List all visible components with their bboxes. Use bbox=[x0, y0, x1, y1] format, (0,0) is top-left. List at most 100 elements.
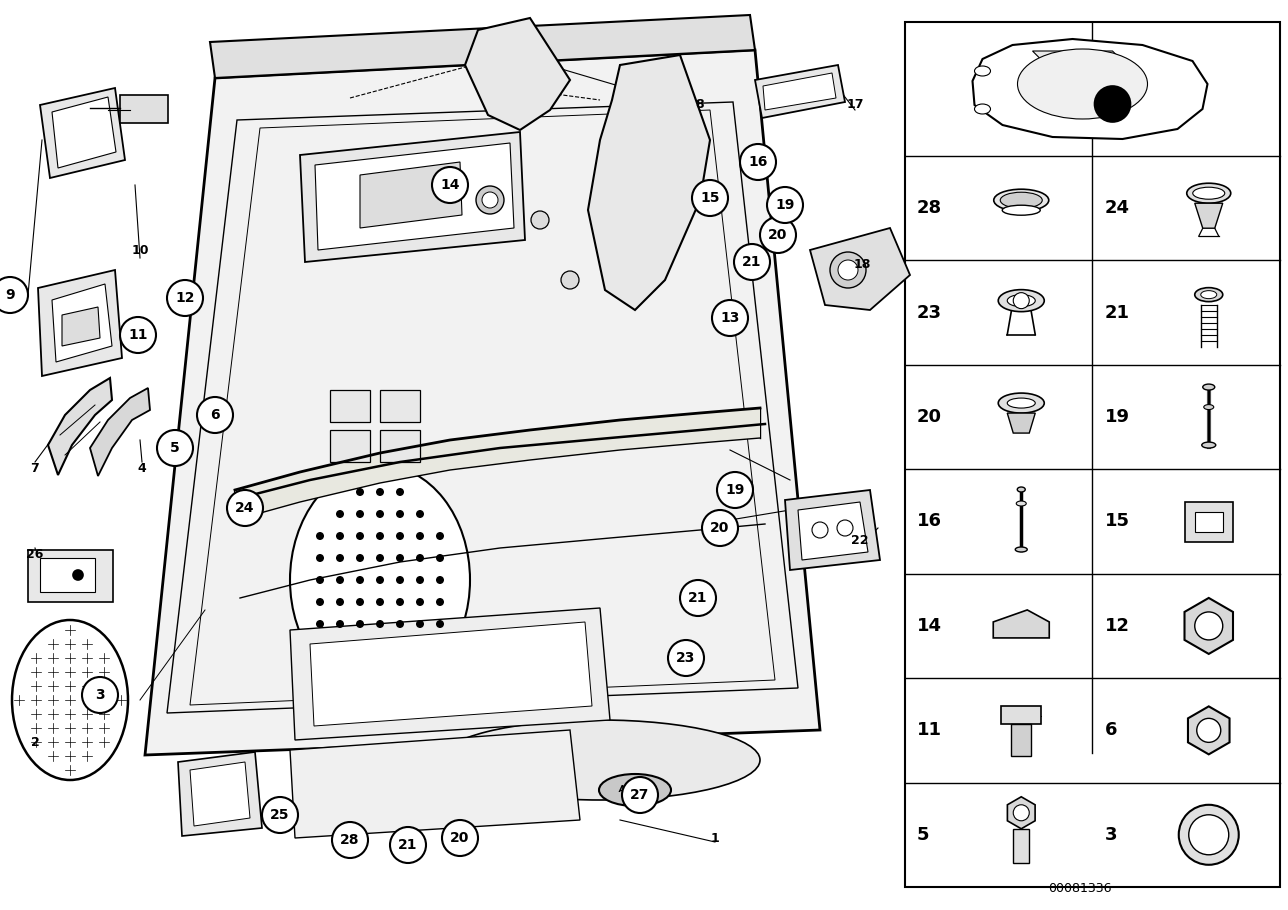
Text: 00081336: 00081336 bbox=[1048, 882, 1112, 895]
Circle shape bbox=[712, 300, 748, 336]
Text: 2: 2 bbox=[31, 735, 40, 749]
Text: 9: 9 bbox=[5, 288, 15, 302]
Polygon shape bbox=[146, 50, 820, 755]
Polygon shape bbox=[1188, 706, 1230, 754]
Text: 15: 15 bbox=[1105, 512, 1130, 531]
Polygon shape bbox=[310, 622, 592, 726]
Circle shape bbox=[1189, 814, 1229, 854]
Circle shape bbox=[316, 576, 325, 584]
Circle shape bbox=[1095, 86, 1131, 122]
Ellipse shape bbox=[1186, 183, 1231, 203]
Circle shape bbox=[167, 280, 204, 316]
Text: 23: 23 bbox=[917, 304, 942, 321]
Circle shape bbox=[197, 397, 233, 433]
Text: 24: 24 bbox=[1105, 199, 1130, 217]
Circle shape bbox=[336, 576, 344, 584]
Text: 3: 3 bbox=[95, 688, 104, 702]
Circle shape bbox=[395, 642, 404, 650]
Circle shape bbox=[316, 532, 325, 540]
Ellipse shape bbox=[975, 104, 990, 114]
Circle shape bbox=[336, 510, 344, 518]
Text: 12: 12 bbox=[1105, 617, 1130, 635]
Ellipse shape bbox=[1018, 49, 1148, 119]
Circle shape bbox=[261, 797, 298, 833]
Polygon shape bbox=[52, 284, 112, 362]
Polygon shape bbox=[1007, 413, 1036, 433]
Circle shape bbox=[355, 510, 365, 518]
Text: 24: 24 bbox=[236, 501, 255, 515]
Circle shape bbox=[395, 620, 404, 628]
Circle shape bbox=[376, 620, 384, 628]
Polygon shape bbox=[290, 730, 580, 838]
Ellipse shape bbox=[1007, 295, 1036, 307]
Text: 21: 21 bbox=[398, 838, 417, 852]
Ellipse shape bbox=[998, 393, 1045, 413]
Polygon shape bbox=[52, 97, 116, 168]
Circle shape bbox=[717, 472, 753, 508]
Bar bbox=[330, 430, 370, 462]
Text: 19: 19 bbox=[725, 483, 744, 497]
Polygon shape bbox=[90, 388, 149, 476]
Circle shape bbox=[376, 554, 384, 562]
Bar bbox=[1001, 706, 1041, 724]
Ellipse shape bbox=[12, 620, 128, 780]
Bar bbox=[1014, 829, 1029, 863]
Circle shape bbox=[437, 532, 444, 540]
Circle shape bbox=[355, 598, 365, 606]
Text: 13: 13 bbox=[720, 311, 739, 325]
Polygon shape bbox=[1033, 51, 1123, 61]
Text: 16: 16 bbox=[748, 155, 768, 169]
Circle shape bbox=[1014, 293, 1029, 308]
Circle shape bbox=[766, 187, 802, 223]
Bar bbox=[40, 558, 95, 592]
Ellipse shape bbox=[1195, 288, 1222, 301]
Circle shape bbox=[1197, 718, 1221, 743]
Circle shape bbox=[741, 144, 775, 180]
Ellipse shape bbox=[1203, 384, 1215, 390]
Ellipse shape bbox=[1018, 487, 1025, 492]
Ellipse shape bbox=[998, 289, 1045, 311]
Circle shape bbox=[416, 642, 424, 650]
Bar bbox=[120, 95, 167, 123]
Circle shape bbox=[227, 490, 263, 526]
Circle shape bbox=[680, 580, 716, 616]
Ellipse shape bbox=[599, 774, 671, 806]
Polygon shape bbox=[810, 228, 911, 310]
Text: 12: 12 bbox=[175, 291, 194, 305]
Bar bbox=[380, 430, 420, 462]
Circle shape bbox=[477, 186, 504, 214]
Circle shape bbox=[431, 167, 468, 203]
Ellipse shape bbox=[975, 66, 990, 76]
Circle shape bbox=[355, 532, 365, 540]
Circle shape bbox=[355, 620, 365, 628]
Text: 8: 8 bbox=[696, 98, 705, 112]
Circle shape bbox=[437, 598, 444, 606]
Text: 21: 21 bbox=[742, 255, 761, 269]
Polygon shape bbox=[210, 15, 755, 78]
Polygon shape bbox=[300, 132, 526, 262]
Circle shape bbox=[416, 554, 424, 562]
Bar bbox=[1011, 724, 1032, 756]
Bar bbox=[380, 390, 420, 422]
Text: 11: 11 bbox=[129, 328, 148, 342]
Text: 22: 22 bbox=[851, 533, 868, 547]
Text: 15: 15 bbox=[701, 191, 720, 205]
Circle shape bbox=[376, 576, 384, 584]
Circle shape bbox=[442, 820, 478, 856]
Polygon shape bbox=[40, 88, 125, 178]
Circle shape bbox=[437, 576, 444, 584]
Text: 6: 6 bbox=[210, 408, 220, 422]
Polygon shape bbox=[1185, 598, 1233, 654]
Circle shape bbox=[416, 620, 424, 628]
Circle shape bbox=[355, 664, 365, 672]
Circle shape bbox=[416, 532, 424, 540]
Circle shape bbox=[376, 510, 384, 518]
Polygon shape bbox=[48, 378, 112, 475]
Ellipse shape bbox=[1016, 501, 1027, 506]
Text: 28: 28 bbox=[340, 833, 359, 847]
Circle shape bbox=[0, 277, 28, 313]
Text: 5: 5 bbox=[170, 441, 180, 455]
Circle shape bbox=[376, 488, 384, 496]
Bar bbox=[1185, 501, 1233, 541]
Ellipse shape bbox=[290, 465, 470, 695]
